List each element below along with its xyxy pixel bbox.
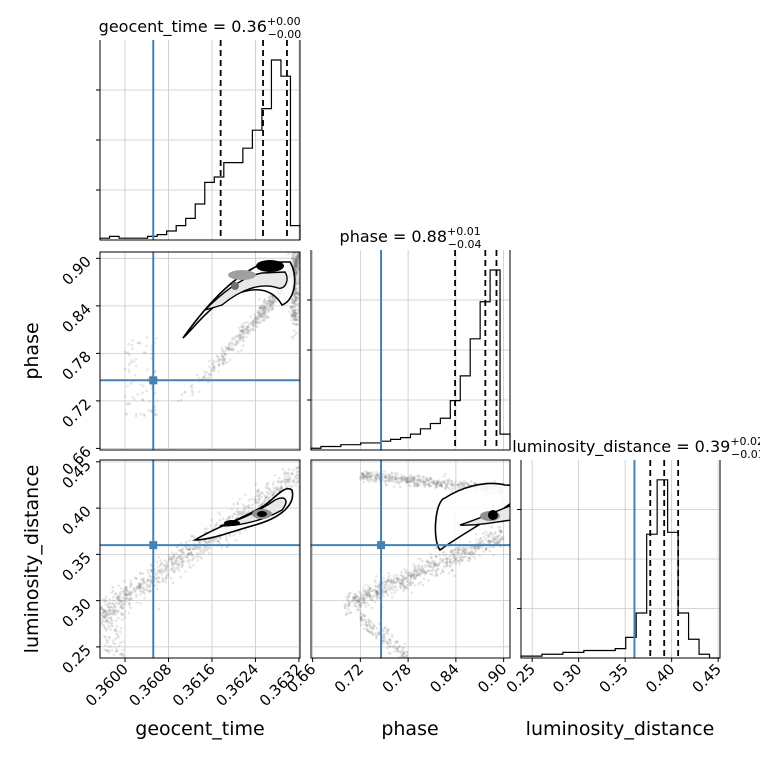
tick-label-geocent_time: 0.3624: [212, 660, 262, 710]
tick-label-luminosity_distance: 0.25: [503, 660, 539, 696]
tick-label-luminosity_distance: 0.30: [58, 595, 94, 631]
tick-label-luminosity_distance: 0.40: [642, 660, 678, 696]
contour-layer: [182, 260, 510, 552]
truth-marker: [377, 541, 386, 550]
histogram-layer: [99, 59, 720, 659]
panel-frame: [310, 459, 511, 659]
y-axis-label-luminosity_distance: luminosity_distance: [21, 465, 43, 654]
x-axis-label-geocent_time: geocent_time: [135, 718, 264, 740]
panel-title-geocent_time: geocent_time = 0.36+0.00 −0.00: [99, 15, 302, 41]
tick-label-luminosity_distance: 0.30: [549, 660, 585, 696]
contours-geocent_time-luminosity_distance: [192, 487, 294, 541]
contours-geocent_time-phase: [182, 260, 296, 339]
panel-title-luminosity_distance: luminosity_distance = 0.39+0.02−0.01: [512, 435, 760, 461]
tick-layer: [96, 89, 719, 662]
title-upper-error: +0.00: [267, 15, 301, 28]
title-lower-error: −0.04: [448, 238, 482, 251]
tick-label-phase: 0.90: [474, 660, 510, 696]
title-lower-error: −0.00: [268, 28, 302, 41]
tick-label-luminosity_distance: 0.35: [596, 660, 632, 696]
panel-frame: [99, 459, 301, 659]
x-axis-label-phase: phase: [381, 718, 438, 740]
tick-label-geocent_time: 0.3616: [169, 660, 219, 710]
quantile-and-truth-layer: [100, 40, 680, 658]
y-axis-label-phase: phase: [21, 322, 43, 379]
tick-label-luminosity_distance: 0.25: [58, 641, 94, 677]
tick-label-geocent_time: 0.3608: [125, 660, 175, 710]
scatter-layer: [100, 252, 505, 658]
panel-frame: [99, 251, 301, 451]
tick-label-geocent_time: 0.3600: [82, 660, 132, 710]
histogram-phase: [310, 269, 511, 450]
tick-label-luminosity_distance: 0.35: [58, 548, 94, 584]
scatter-geocent_time-luminosity_distance: [100, 460, 300, 658]
panel-title-phase: phase = 0.88+0.01 −0.04: [340, 225, 482, 251]
tick-label-phase: 0.84: [426, 660, 462, 696]
tick-label-phase: 0.84: [58, 300, 94, 336]
title-upper-error: +0.02: [730, 435, 760, 448]
tick-label-phase: 0.78: [379, 660, 415, 696]
text-layer: geocent_time = 0.36+0.00 −0.00 phase = 0.8…: [21, 15, 760, 740]
scatter-phase-luminosity_distance: [343, 469, 505, 658]
title-lower-error: −0.01: [731, 448, 760, 461]
contours-phase-luminosity_distance: [434, 482, 510, 552]
title-upper-error: +0.01: [447, 225, 481, 238]
tick-label-luminosity_distance: 0.45: [689, 660, 725, 696]
tick-label-phase: 0.90: [58, 252, 94, 288]
histogram-geocent_time: [99, 59, 301, 240]
truth-marker: [149, 376, 158, 385]
tick-label-phase: 0.72: [58, 395, 94, 431]
truth-marker: [149, 541, 158, 550]
tick-label-phase: 0.72: [331, 660, 367, 696]
x-axis-label-luminosity_distance: luminosity_distance: [526, 718, 715, 740]
tick-label-phase: 0.78: [58, 347, 94, 383]
tick-label-luminosity_distance: 0.40: [58, 502, 94, 538]
histogram-luminosity_distance: [520, 479, 720, 659]
